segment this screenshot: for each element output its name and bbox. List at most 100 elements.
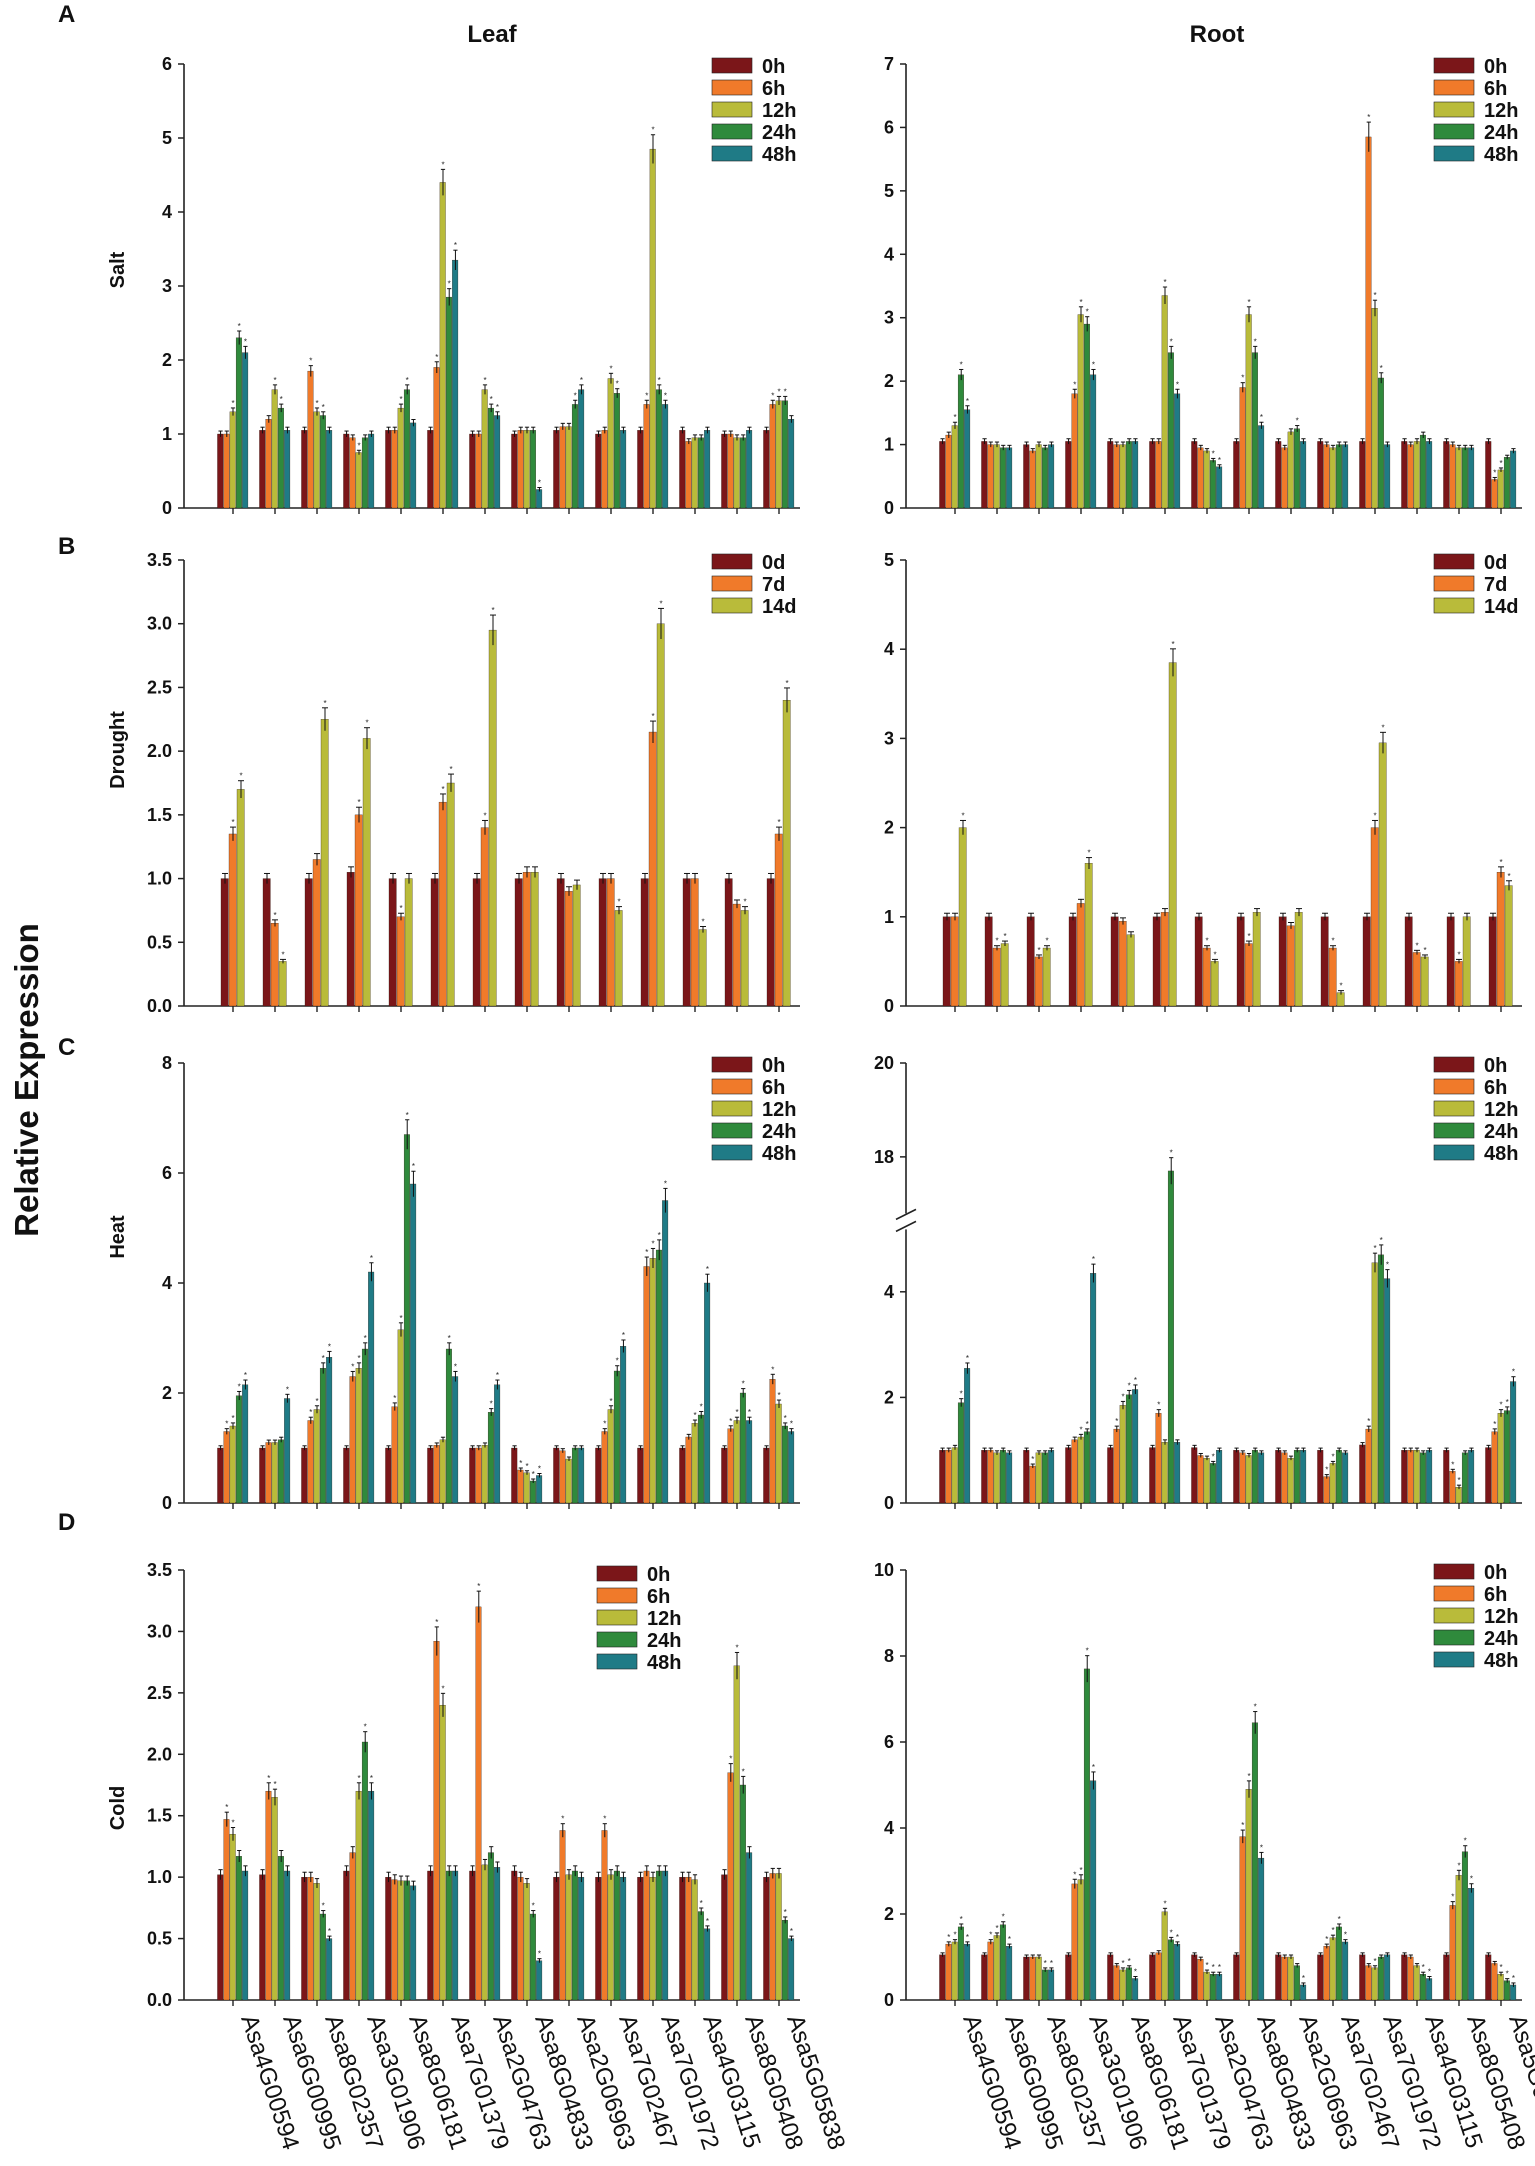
legend-label: 0d bbox=[1484, 552, 1507, 574]
significance-mark: * bbox=[449, 765, 452, 774]
significance-mark: * bbox=[1367, 113, 1370, 122]
bar bbox=[1251, 1450, 1258, 1504]
significance-mark: * bbox=[1415, 941, 1418, 950]
significance-mark: * bbox=[1205, 1961, 1208, 1970]
bar bbox=[746, 1852, 753, 2001]
y-tick-label: 4 bbox=[884, 1282, 894, 1302]
bar bbox=[475, 1447, 482, 1504]
bar bbox=[620, 1346, 627, 1504]
y-tick-label: 1.5 bbox=[147, 1806, 172, 1826]
y-tick-label: 0 bbox=[884, 996, 894, 1016]
bar bbox=[511, 1447, 518, 1504]
bar bbox=[1006, 1946, 1013, 2001]
bar bbox=[223, 1819, 230, 2001]
bar bbox=[951, 425, 958, 509]
bar bbox=[945, 1450, 952, 1504]
bar bbox=[595, 433, 602, 509]
bar bbox=[301, 1876, 308, 2001]
bar bbox=[301, 1447, 308, 1504]
bar bbox=[1359, 1444, 1366, 1504]
significance-mark: * bbox=[1373, 291, 1376, 300]
bar bbox=[1090, 374, 1097, 509]
bar bbox=[964, 1368, 971, 1504]
bar bbox=[1071, 1439, 1078, 1504]
bar bbox=[1197, 1959, 1204, 2001]
bar bbox=[1407, 1450, 1414, 1504]
significance-mark: * bbox=[1254, 1703, 1257, 1712]
bar bbox=[788, 1431, 795, 1504]
y-tick-label: 2 bbox=[884, 1904, 894, 1924]
significance-mark: * bbox=[315, 1397, 318, 1406]
significance-mark: * bbox=[364, 1723, 367, 1732]
bar bbox=[349, 1376, 356, 1504]
significance-mark: * bbox=[273, 376, 276, 385]
bar bbox=[1125, 1394, 1132, 1504]
significance-mark: * bbox=[357, 441, 360, 450]
significance-mark: * bbox=[966, 397, 969, 406]
legend-label: 0h bbox=[647, 1564, 670, 1586]
bar bbox=[433, 367, 440, 509]
y-tick-label: 6 bbox=[884, 117, 894, 137]
bar bbox=[487, 1412, 494, 1504]
y-tick-label: 8 bbox=[884, 1646, 894, 1666]
legend-label: 48h bbox=[762, 1143, 796, 1165]
bar bbox=[439, 1704, 446, 2001]
bar bbox=[1233, 1954, 1240, 2001]
legend-label: 48h bbox=[1484, 1650, 1518, 1672]
y-tick-label: 5 bbox=[162, 128, 172, 148]
significance-mark: * bbox=[365, 719, 368, 728]
significance-mark: * bbox=[777, 387, 780, 396]
bar bbox=[1365, 136, 1372, 509]
bar bbox=[1443, 441, 1450, 509]
legend-label: 12h bbox=[1484, 1099, 1518, 1121]
significance-mark: * bbox=[1170, 1149, 1173, 1158]
legend-swatch bbox=[1433, 1144, 1475, 1161]
legend-label: 48h bbox=[1484, 144, 1518, 166]
bar bbox=[606, 878, 615, 1007]
bar bbox=[523, 1472, 530, 1504]
bar bbox=[385, 430, 392, 509]
legend-label: 14d bbox=[762, 596, 796, 618]
bar bbox=[488, 629, 497, 1007]
bar bbox=[1275, 441, 1282, 509]
significance-mark: * bbox=[645, 1248, 648, 1257]
bar bbox=[1317, 441, 1324, 509]
significance-mark: * bbox=[1218, 456, 1221, 465]
legend-label: 24h bbox=[647, 1630, 681, 1652]
significance-mark: * bbox=[525, 1462, 528, 1471]
bar bbox=[598, 878, 607, 1007]
bar bbox=[217, 1447, 224, 1504]
bar bbox=[391, 1879, 398, 2001]
bar bbox=[523, 430, 530, 509]
legend-swatch bbox=[1433, 101, 1475, 118]
bar bbox=[410, 422, 417, 509]
significance-mark: * bbox=[729, 1755, 732, 1764]
bar bbox=[354, 814, 363, 1007]
significance-mark: * bbox=[706, 1917, 709, 1926]
significance-mark: * bbox=[309, 357, 312, 366]
y-tick-label: 0.5 bbox=[147, 1929, 172, 1949]
legend-swatch bbox=[1433, 1100, 1475, 1117]
bar bbox=[271, 1797, 278, 2001]
significance-mark: * bbox=[1002, 1913, 1005, 1922]
bar bbox=[981, 441, 988, 509]
bar bbox=[697, 1911, 704, 2001]
chart-cold-leaf: 0.00.51.01.52.02.53.03.5*************** *… bbox=[147, 1560, 850, 2153]
y-tick-label: 4 bbox=[884, 1818, 894, 1838]
bar bbox=[1167, 1170, 1174, 1504]
bar bbox=[313, 411, 320, 509]
significance-mark: * bbox=[357, 1354, 360, 1363]
legend-swatch bbox=[711, 101, 753, 118]
bar bbox=[1194, 916, 1203, 1007]
bar bbox=[304, 878, 313, 1007]
bar bbox=[1071, 393, 1078, 509]
significance-mark: * bbox=[1380, 364, 1383, 373]
significance-mark: * bbox=[1499, 858, 1502, 867]
bar bbox=[1461, 447, 1468, 509]
bar bbox=[1413, 1450, 1420, 1504]
significance-mark: * bbox=[1086, 1647, 1089, 1656]
y-tick-label: 2 bbox=[162, 1383, 172, 1403]
bar bbox=[1119, 1405, 1126, 1504]
bar bbox=[788, 1938, 795, 2001]
significance-mark: * bbox=[1212, 449, 1215, 458]
